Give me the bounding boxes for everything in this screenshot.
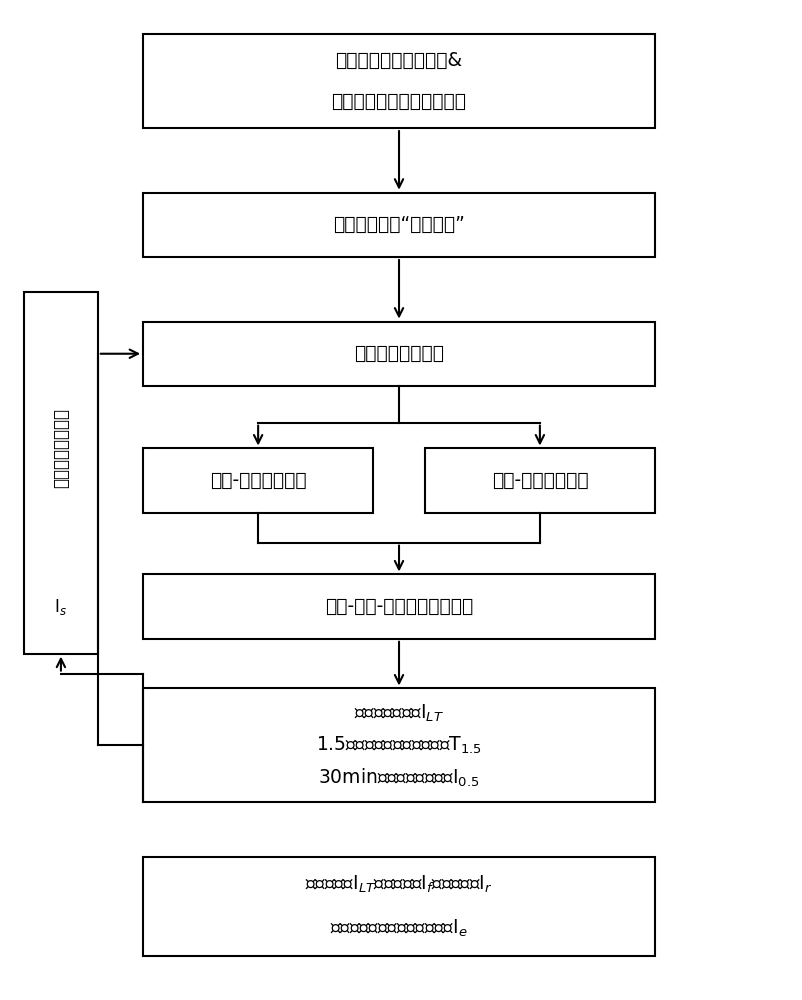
Bar bbox=[143, 448, 373, 513]
Bar bbox=[143, 574, 655, 639]
Text: 负荷-温度-时间协同约束方程: 负荷-温度-时间协同约束方程 bbox=[325, 597, 473, 616]
Text: 安全运行负荷限额: 安全运行负荷限额 bbox=[52, 408, 70, 488]
Text: 负荷-时间内部约束: 负荷-时间内部约束 bbox=[210, 471, 306, 490]
Bar bbox=[143, 688, 655, 802]
Bar bbox=[143, 193, 655, 257]
Text: 动稳定限额I$_{LT}$，潮流极限I$_f$，继保定值I$_r$: 动稳定限额I$_{LT}$，潮流极限I$_f$，继保定值I$_r$ bbox=[306, 874, 492, 895]
Text: 木桶理论霁选“短板信息”: 木桶理论霁选“短板信息” bbox=[333, 215, 465, 234]
Bar bbox=[24, 292, 98, 654]
Text: 30min最大安全运行限额I$_{0.5}$: 30min最大安全运行限额I$_{0.5}$ bbox=[318, 766, 480, 789]
Text: 长期热稳定限额I$_{LT}$: 长期热稳定限额I$_{LT}$ bbox=[354, 703, 444, 724]
Text: I$_s$: I$_s$ bbox=[55, 597, 67, 617]
Bar bbox=[143, 322, 655, 386]
Text: 1.5倍额定负荷安全运行时间T$_{1.5}$: 1.5倍额定负荷安全运行时间T$_{1.5}$ bbox=[316, 735, 482, 756]
Bar bbox=[143, 857, 655, 956]
Text: 架空线路本体运行参数&: 架空线路本体运行参数& bbox=[335, 51, 463, 70]
Text: 架空线路热路模型: 架空线路热路模型 bbox=[354, 344, 444, 363]
Text: 负荷-温度分级预警: 负荷-温度分级预警 bbox=[492, 471, 588, 490]
Bar bbox=[425, 448, 655, 513]
Text: 微气象参数实时监测与采集: 微气象参数实时监测与采集 bbox=[331, 92, 467, 111]
Text: 线路两侧间隔设备热稳定限额I$_e$: 线路两侧间隔设备热稳定限额I$_e$ bbox=[330, 918, 468, 939]
Bar bbox=[143, 34, 655, 128]
